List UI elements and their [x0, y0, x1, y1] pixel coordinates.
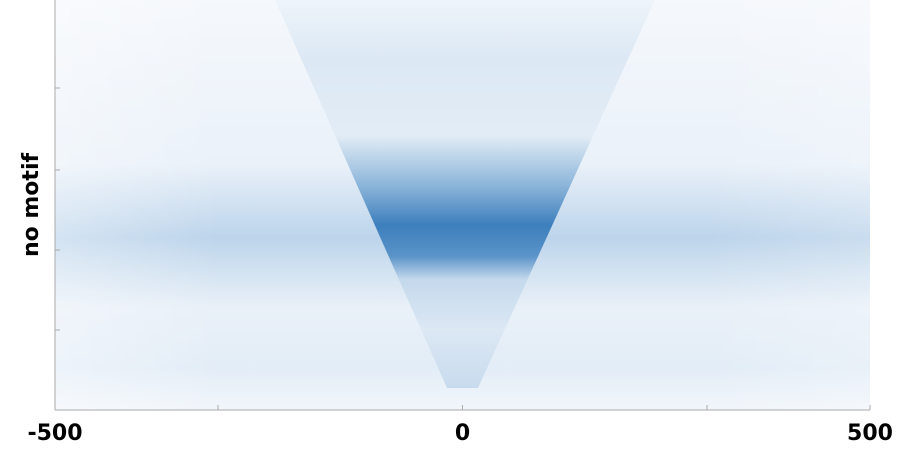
heatmap — [55, 0, 870, 410]
chart: no motif -500 0 500 — [0, 0, 900, 453]
x-tick-label: 0 — [455, 421, 470, 446]
y-axis-label: no motif — [19, 153, 44, 258]
x-tick-label: 500 — [847, 421, 893, 446]
x-tick-label: -500 — [27, 421, 82, 446]
